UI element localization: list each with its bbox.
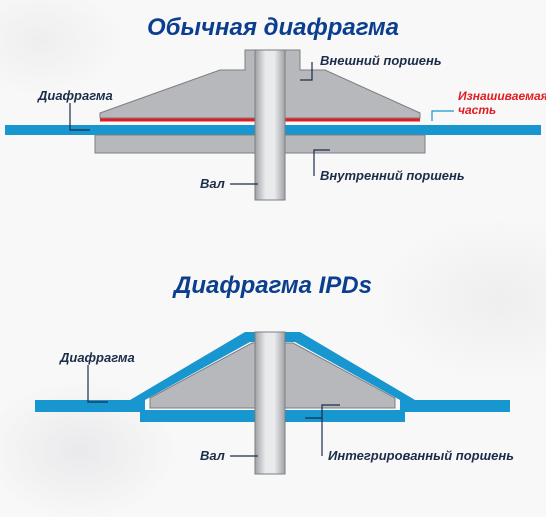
top-title: Обычная диафрагма <box>147 14 399 41</box>
label-diaphragm-bottom: Диафрагма <box>59 350 135 365</box>
label-outer-piston: Внешний поршень <box>320 53 442 68</box>
label-wear-1: Изнашиваемая <box>458 89 546 103</box>
bottom-title: Диафрагма IPDs <box>172 272 372 299</box>
label-wear-2: часть <box>458 103 496 117</box>
label-inner-piston: Внутренний поршень <box>320 168 465 183</box>
label-shaft-top: Вал <box>200 176 225 191</box>
label-integrated-piston: Интегрированный поршень <box>328 448 514 463</box>
diagram-canvas: Обычная диафрагма Диафрагма Внешний порш… <box>0 0 546 517</box>
top-shaft <box>255 50 285 200</box>
label-shaft-bottom: Вал <box>200 448 225 463</box>
bottom-shaft <box>255 332 285 474</box>
label-diaphragm-top: Диафрагма <box>37 88 113 103</box>
